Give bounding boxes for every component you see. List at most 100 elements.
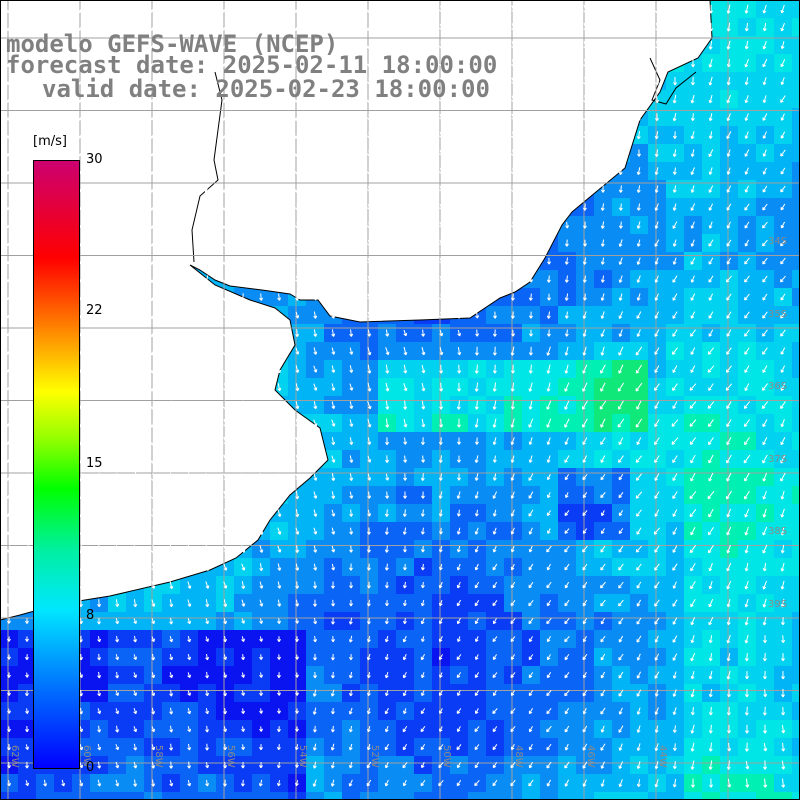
- wind-arrow: [601, 4, 606, 14]
- wind-arrow: [276, 5, 282, 13]
- wind-arrow: [457, 240, 462, 247]
- wind-arrow: [205, 690, 210, 697]
- wind-cell: [792, 126, 800, 144]
- wind-arrow: [223, 490, 228, 500]
- wind-arrow: [636, 400, 642, 410]
- wind-arrow: [276, 95, 281, 103]
- wind-arrow: [295, 347, 300, 355]
- wind-arrow: [114, 329, 120, 338]
- wind-arrow: [240, 203, 245, 211]
- wind-arrow: [96, 41, 102, 50]
- wind-arrow: [564, 275, 569, 283]
- wind-arrow: [456, 672, 462, 679]
- wind-arrow: [763, 760, 768, 770]
- wind-arrow: [546, 311, 551, 319]
- wind-arrow: [672, 671, 677, 679]
- wind-arrow: [313, 203, 318, 211]
- wind-arrow: [583, 4, 588, 14]
- wind-arrow: [115, 761, 120, 769]
- wind-arrow: [744, 653, 749, 662]
- wind-arrow: [150, 221, 156, 229]
- wind-arrow: [565, 22, 570, 32]
- wind-arrow: [725, 275, 732, 283]
- wind-arrow: [277, 419, 282, 428]
- wind-arrow: [186, 59, 192, 67]
- wind-arrow: [671, 437, 679, 445]
- wind-arrow: [367, 258, 372, 265]
- wind-arrow: [528, 726, 533, 733]
- wind-arrow: [150, 167, 156, 175]
- wind-arrow: [366, 581, 371, 589]
- wind-arrow: [348, 617, 353, 625]
- wind-arrow: [277, 454, 282, 464]
- wind-arrow: [600, 221, 605, 229]
- wind-arrow: [402, 725, 408, 733]
- wind-arrow: [600, 510, 605, 517]
- wind-cell: [504, 792, 522, 800]
- wind-arrow: [690, 617, 696, 626]
- wind-arrow: [708, 149, 714, 158]
- wind-arrow: [115, 454, 119, 464]
- wind-arrow: [565, 149, 570, 157]
- wind-arrow: [258, 221, 263, 229]
- wind-arrow: [474, 563, 479, 571]
- wind-cell: [756, 792, 774, 800]
- wind-arrow: [295, 599, 300, 607]
- wind-arrow: [582, 437, 588, 445]
- wind-arrow: [61, 779, 66, 787]
- wind-cell: [792, 792, 800, 800]
- wind-arrow: [115, 508, 120, 518]
- wind-arrow: [223, 726, 228, 733]
- wind-arrow: [690, 149, 695, 157]
- wind-arrow: [366, 690, 371, 697]
- wind-arrow: [366, 725, 371, 733]
- wind-arrow: [349, 275, 354, 283]
- wind-arrow: [277, 527, 282, 535]
- wind-arrow: [582, 455, 588, 463]
- wind-arrow: [744, 203, 750, 211]
- wind-arrow: [78, 113, 84, 121]
- wind-arrow: [241, 527, 246, 536]
- wind-arrow: [295, 654, 299, 660]
- wind-arrow: [564, 617, 570, 625]
- wind-arrow: [547, 221, 552, 229]
- wind-arrow: [115, 562, 120, 572]
- wind-arrow: [780, 239, 786, 247]
- wind-arrow: [547, 131, 552, 139]
- wind-arrow: [744, 22, 749, 32]
- wind-arrow: [313, 617, 318, 625]
- wind-arrow: [745, 760, 750, 770]
- wind-arrow: [438, 455, 443, 464]
- wind-arrow: [689, 419, 697, 427]
- wind-arrow: [456, 636, 461, 642]
- wind-arrow: [690, 724, 695, 734]
- wind-arrow: [618, 653, 624, 661]
- wind-arrow: [222, 203, 227, 211]
- wind-arrow: [529, 95, 534, 103]
- wind-arrow: [168, 221, 173, 229]
- wind-arrow: [132, 329, 137, 338]
- wind-arrow: [97, 725, 102, 733]
- wind-arrow: [420, 509, 425, 517]
- wind-arrow: [402, 563, 407, 571]
- wind-arrow: [385, 186, 390, 193]
- wind-arrow: [744, 275, 750, 283]
- wind-arrow: [25, 761, 30, 769]
- wind-arrow: [672, 617, 678, 625]
- wind-cell: [630, 792, 648, 800]
- wind-arrow: [438, 617, 443, 625]
- wind-arrow: [708, 635, 713, 644]
- wind-arrow: [24, 401, 30, 409]
- wind-arrow: [42, 95, 47, 103]
- wind-arrow: [313, 653, 317, 661]
- wind-arrow: [313, 149, 318, 157]
- wind-arrow: [492, 509, 497, 517]
- wind-arrow: [277, 545, 282, 553]
- wind-arrow: [115, 635, 120, 643]
- wind-arrow: [277, 708, 281, 714]
- wind-arrow: [402, 690, 407, 697]
- wind-arrow: [222, 113, 228, 121]
- wind-arrow: [132, 203, 138, 211]
- wind-arrow: [762, 329, 768, 337]
- wind-cell: [792, 72, 800, 90]
